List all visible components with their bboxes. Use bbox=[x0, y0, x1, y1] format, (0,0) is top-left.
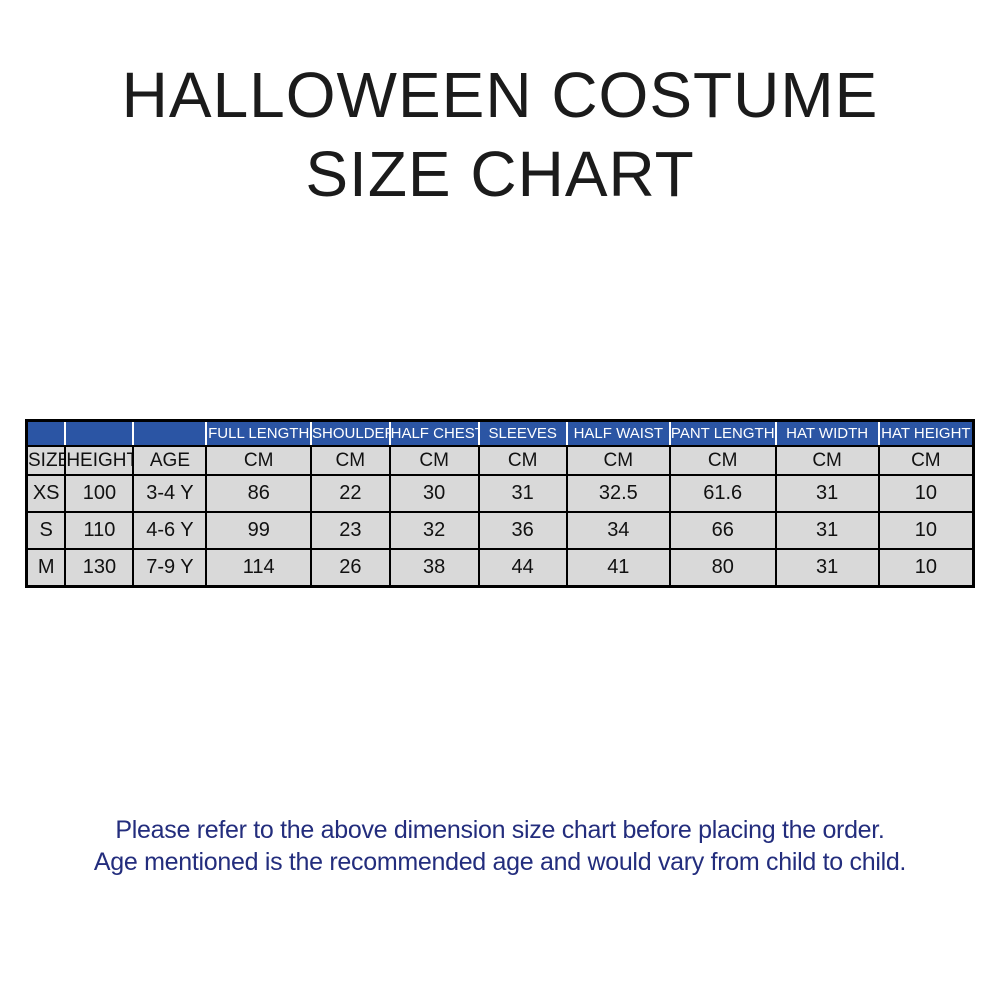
label-age: AGE bbox=[132, 445, 208, 476]
size-row-m: M 130 7-9 Y 114 26 38 44 41 80 31 10 bbox=[25, 548, 975, 588]
table-cell: 31 bbox=[477, 474, 568, 513]
table-cell: 61.6 bbox=[668, 474, 777, 513]
page-title: HALLOWEEN COSTUME SIZE CHART bbox=[0, 0, 1000, 214]
table-cell: 10 bbox=[877, 511, 975, 550]
table-cell: 32.5 bbox=[565, 474, 671, 513]
unit-cm-half-chest: CM bbox=[388, 445, 480, 476]
table-cell: 31 bbox=[774, 548, 880, 588]
page-title-line2: SIZE CHART bbox=[305, 138, 695, 210]
table-cell: 38 bbox=[388, 548, 480, 588]
measure-header-hat-width: HAT WIDTH bbox=[774, 419, 880, 447]
table-cell: 22 bbox=[310, 474, 391, 513]
table-cell: 4-6 Y bbox=[132, 511, 208, 550]
measure-header-height-spacer bbox=[64, 419, 135, 447]
table-cell: 32 bbox=[388, 511, 480, 550]
size-table: FULL LENGTH SHOULDER HALF CHEST SLEEVES … bbox=[25, 419, 975, 588]
unit-header-row: SIZE HEIGHT AGE CM CM CM CM CM CM CM CM bbox=[25, 445, 975, 476]
table-cell: 110 bbox=[64, 511, 135, 550]
page-title-line1: HALLOWEEN COSTUME bbox=[121, 59, 879, 131]
label-size: SIZE bbox=[25, 445, 67, 476]
table-cell: 31 bbox=[774, 511, 880, 550]
table-cell: 114 bbox=[205, 548, 313, 588]
size-row-s: S 110 4-6 Y 99 23 32 36 34 66 31 10 bbox=[25, 511, 975, 550]
table-cell: 86 bbox=[205, 474, 313, 513]
table-cell: 26 bbox=[310, 548, 391, 588]
table-cell: 10 bbox=[877, 474, 975, 513]
table-cell: 10 bbox=[877, 548, 975, 588]
footer-note: Please refer to the above dimension size… bbox=[0, 814, 1000, 878]
measure-header-pant-length: PANT LENGTH bbox=[668, 419, 777, 447]
size-table-container: FULL LENGTH SHOULDER HALF CHEST SLEEVES … bbox=[25, 419, 975, 588]
unit-cm-sleeves: CM bbox=[477, 445, 568, 476]
table-cell: XS bbox=[25, 474, 67, 513]
measure-header-size-spacer bbox=[25, 419, 67, 447]
unit-cm-hat-width: CM bbox=[774, 445, 880, 476]
footer-note-line2: Age mentioned is the recommended age and… bbox=[93, 848, 907, 876]
unit-cm-full-length: CM bbox=[205, 445, 313, 476]
size-row-xs: XS 100 3-4 Y 86 22 30 31 32.5 61.6 31 10 bbox=[25, 474, 975, 513]
label-height: HEIGHT bbox=[64, 445, 135, 476]
measure-header-half-chest: HALF CHEST bbox=[388, 419, 480, 447]
table-cell: 44 bbox=[477, 548, 568, 588]
unit-cm-hat-height: CM bbox=[877, 445, 975, 476]
table-cell: 7-9 Y bbox=[132, 548, 208, 588]
measure-header-row: FULL LENGTH SHOULDER HALF CHEST SLEEVES … bbox=[25, 419, 975, 447]
measure-header-half-waist: HALF WAIST bbox=[565, 419, 671, 447]
measure-header-hat-height: HAT HEIGHT bbox=[877, 419, 975, 447]
table-cell: 23 bbox=[310, 511, 391, 550]
table-cell: S bbox=[25, 511, 67, 550]
unit-cm-shoulder: CM bbox=[310, 445, 391, 476]
unit-cm-half-waist: CM bbox=[565, 445, 671, 476]
table-cell: 99 bbox=[205, 511, 313, 550]
table-cell: 41 bbox=[565, 548, 671, 588]
unit-cm-pant-length: CM bbox=[668, 445, 777, 476]
measure-header-shoulder: SHOULDER bbox=[310, 419, 391, 447]
table-cell: 100 bbox=[64, 474, 135, 513]
table-cell: 36 bbox=[477, 511, 568, 550]
measure-header-age-spacer bbox=[132, 419, 208, 447]
table-cell: 31 bbox=[774, 474, 880, 513]
measure-header-full-length: FULL LENGTH bbox=[205, 419, 313, 447]
table-cell: 3-4 Y bbox=[132, 474, 208, 513]
table-cell: 130 bbox=[64, 548, 135, 588]
table-cell: 30 bbox=[388, 474, 480, 513]
footer-note-line1: Please refer to the above dimension size… bbox=[115, 816, 885, 844]
table-cell: 34 bbox=[565, 511, 671, 550]
measure-header-sleeves: SLEEVES bbox=[477, 419, 568, 447]
table-cell: 80 bbox=[668, 548, 777, 588]
table-cell: M bbox=[25, 548, 67, 588]
table-cell: 66 bbox=[668, 511, 777, 550]
